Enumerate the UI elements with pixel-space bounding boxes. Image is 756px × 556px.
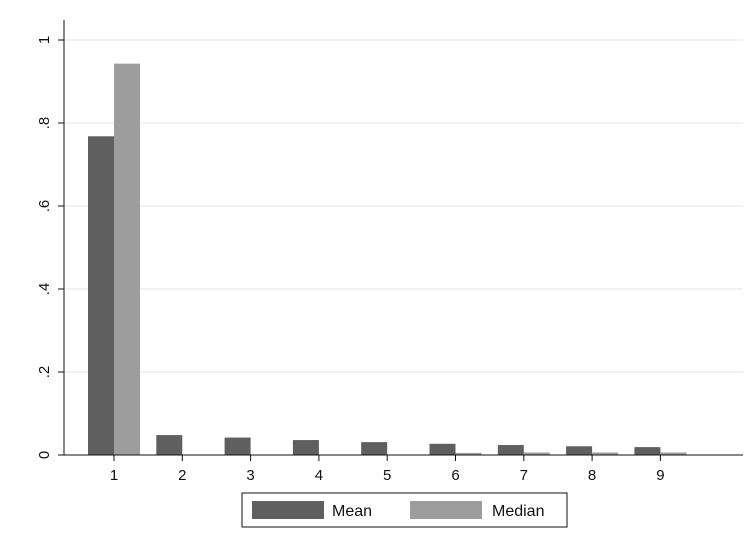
x-tick-label: 2 — [178, 467, 186, 484]
y-tick-label: .2 — [36, 366, 53, 379]
gridlines — [64, 40, 743, 372]
legend-label-median: Median — [492, 503, 544, 520]
bar-mean-4 — [293, 440, 319, 455]
bar-mean-8 — [566, 446, 592, 455]
y-tick-label: .4 — [36, 283, 53, 296]
bar-mean-7 — [498, 445, 524, 455]
x-tick-label: 9 — [656, 467, 664, 484]
legend-swatch-median — [410, 501, 482, 519]
bar-mean-5 — [361, 442, 387, 455]
y-tick-label: .6 — [36, 200, 53, 213]
bar-median-1 — [114, 64, 140, 455]
bar-mean-9 — [634, 447, 660, 455]
y-tick-label: .8 — [36, 117, 53, 130]
bar-mean-3 — [225, 438, 251, 455]
x-tick-label: 7 — [520, 467, 528, 484]
y-tick-label: 0 — [36, 451, 53, 459]
y-tick-label: 1 — [36, 36, 53, 44]
x-tick-label: 6 — [451, 467, 459, 484]
axes — [64, 20, 743, 455]
x-tick-label: 4 — [315, 467, 323, 484]
bar-mean-1 — [88, 136, 114, 455]
x-tick-label: 3 — [246, 467, 254, 484]
legend-swatch-mean — [252, 501, 324, 519]
bars — [88, 64, 686, 455]
x-tick-label: 8 — [588, 467, 596, 484]
x-tick-label: 1 — [110, 467, 118, 484]
bar-mean-6 — [430, 444, 456, 455]
x-ticks: 1 2 3 4 5 6 7 8 9 — [110, 455, 665, 484]
y-ticks: 0 .2 .4 .6 .8 1 — [36, 36, 64, 459]
x-tick-label: 5 — [383, 467, 391, 484]
bar-mean-2 — [156, 435, 182, 455]
legend: Mean Median — [242, 493, 567, 527]
legend-label-mean: Mean — [332, 503, 372, 520]
